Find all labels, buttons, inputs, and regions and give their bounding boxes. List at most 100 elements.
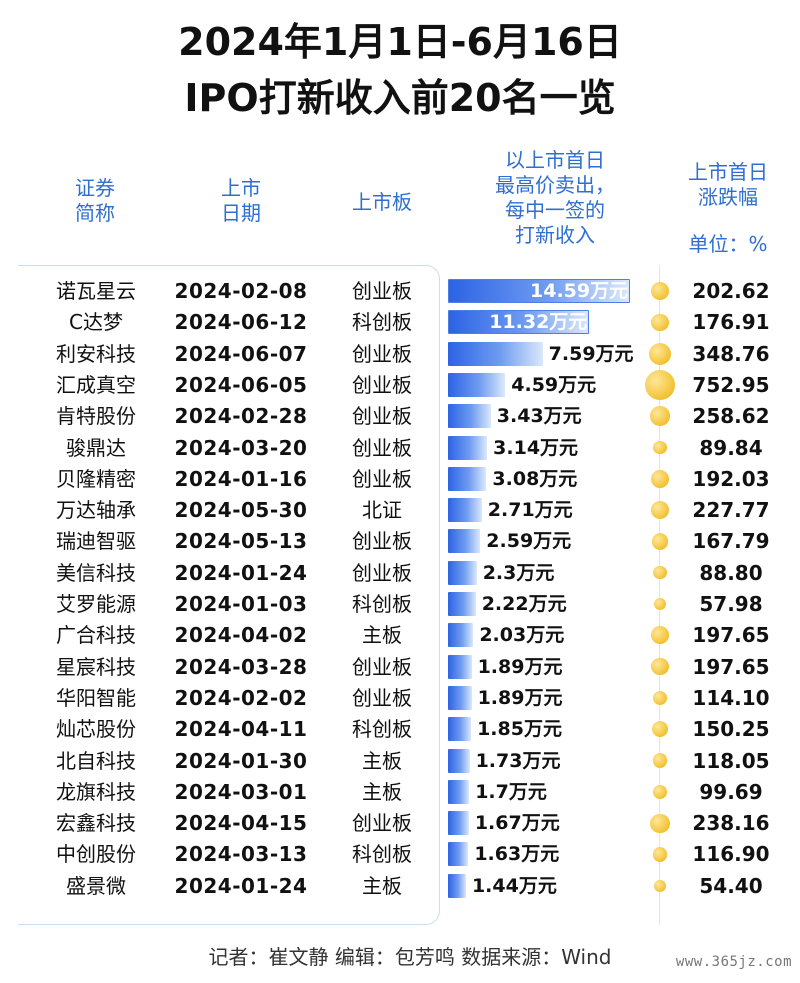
header-name-line1: 证券 <box>75 176 115 200</box>
listing-board: 科创板 <box>352 717 412 742</box>
listing-board: 创业板 <box>352 372 412 397</box>
income-label: 1.89万元 <box>477 686 563 709</box>
change-value: 348.76 <box>692 341 770 366</box>
change-value: 258.62 <box>692 404 770 429</box>
security-name: 美信科技 <box>56 560 136 585</box>
security-name: 艾罗能源 <box>56 592 136 616</box>
change-dot <box>654 879 666 892</box>
change-dot <box>653 565 667 580</box>
income-bar <box>448 842 469 867</box>
security-name: 利安科技 <box>56 341 136 366</box>
security-name: 万达轴承 <box>56 498 136 523</box>
income-bar <box>448 560 477 585</box>
listing-date: 2024-04-15 <box>174 811 308 836</box>
income-bar <box>448 717 472 742</box>
change-value: 167.79 <box>692 529 770 554</box>
listing-date: 2024-01-24 <box>174 560 308 585</box>
header-date: 上市 日期 <box>186 176 296 226</box>
listing-date: 2024-01-16 <box>174 466 308 491</box>
listing-date: 2024-06-05 <box>174 372 308 397</box>
income-label: 2.71万元 <box>487 499 573 522</box>
income-label: 2.03万元 <box>479 624 565 647</box>
change-dot <box>651 282 669 300</box>
income-label: 4.59万元 <box>511 373 597 396</box>
header-date-line1: 上市 <box>221 176 261 200</box>
listing-board: 科创板 <box>352 310 412 335</box>
income-bar <box>448 748 470 773</box>
listing-date: 2024-04-02 <box>174 623 308 648</box>
listing-board: 创业板 <box>352 529 412 554</box>
header-income-line2: 最高价卖出， <box>495 173 615 197</box>
security-name: C达梦 <box>69 310 123 335</box>
watermark: www.365jz.com <box>675 954 792 970</box>
change-dot <box>654 598 666 610</box>
change-dot <box>653 440 667 455</box>
listing-board: 创业板 <box>352 560 412 585</box>
listing-board: 科创板 <box>352 592 412 616</box>
change-dot <box>651 626 669 645</box>
change-value: 197.65 <box>692 623 770 648</box>
income-label: 2.59万元 <box>486 530 572 553</box>
listing-date: 2024-03-13 <box>174 842 308 867</box>
income-label: 1.85万元 <box>477 718 562 741</box>
footer-credits: 记者：崔文静 编辑：包芳鸣 数据来源：Wind <box>208 945 612 969</box>
change-dot <box>651 313 669 331</box>
listing-date: 2024-01-24 <box>174 873 308 898</box>
income-label: 1.89万元 <box>477 655 563 678</box>
listing-date: 2024-05-30 <box>174 498 308 523</box>
column-divider <box>659 265 660 925</box>
listing-board: 主板 <box>362 623 402 648</box>
security-name: 肯特股份 <box>56 404 136 429</box>
listing-board: 创业板 <box>352 466 412 491</box>
security-name: 北自科技 <box>56 748 136 773</box>
listing-board: 创业板 <box>352 811 412 836</box>
listing-board: 科创板 <box>352 842 412 867</box>
income-label: 14.59万元 <box>530 280 629 302</box>
income-bar <box>448 779 470 804</box>
change-value: 176.91 <box>692 310 770 335</box>
listing-board: 主板 <box>362 748 402 773</box>
change-dot <box>652 784 668 799</box>
listing-date: 2024-04-11 <box>174 717 308 742</box>
listing-board: 主板 <box>362 779 402 804</box>
title-line-2: IPO打新收入前20名一览 <box>184 76 616 120</box>
change-dot <box>652 690 668 706</box>
change-dot <box>652 753 668 768</box>
listing-board: 创业板 <box>352 654 412 679</box>
security-name: 中创股份 <box>56 842 136 867</box>
change-dot <box>648 342 671 365</box>
security-name: 盛景微 <box>66 873 126 898</box>
income-label: 2.3万元 <box>482 561 555 584</box>
income-label: 3.14万元 <box>493 436 579 459</box>
change-value: 118.05 <box>692 748 770 773</box>
income-bar <box>448 498 482 523</box>
header-date-line2: 日期 <box>221 201 261 225</box>
income-label: 7.59万元 <box>548 342 634 365</box>
change-dot <box>651 532 669 550</box>
income-bar <box>448 466 487 491</box>
listing-board: 北证 <box>362 498 402 523</box>
income-label: 11.32万元 <box>489 311 588 334</box>
change-value: 57.98 <box>699 592 763 616</box>
table-panel <box>18 265 440 925</box>
listing-date: 2024-06-12 <box>174 310 308 335</box>
change-dot <box>651 469 669 488</box>
listing-board: 创业板 <box>352 435 412 460</box>
listing-board: 创业板 <box>352 341 412 366</box>
income-bar <box>448 811 469 836</box>
income-label: 1.73万元 <box>475 749 561 772</box>
security-name: 星宸科技 <box>56 654 136 679</box>
income-bar <box>448 654 472 679</box>
income-bar <box>448 404 491 429</box>
header-income-line4: 打新收入 <box>515 223 595 247</box>
change-value: 192.03 <box>692 466 770 491</box>
security-name: 广合科技 <box>56 623 136 648</box>
security-name: 汇成真空 <box>56 372 136 397</box>
income-label: 1.7万元 <box>475 780 547 803</box>
change-value: 88.80 <box>699 560 763 585</box>
listing-date: 2024-02-28 <box>174 404 308 429</box>
security-name: 诺瓦星云 <box>56 279 136 303</box>
change-value: 197.65 <box>692 654 770 679</box>
income-label: 3.43万元 <box>496 405 582 428</box>
listing-date: 2024-05-13 <box>174 529 308 554</box>
